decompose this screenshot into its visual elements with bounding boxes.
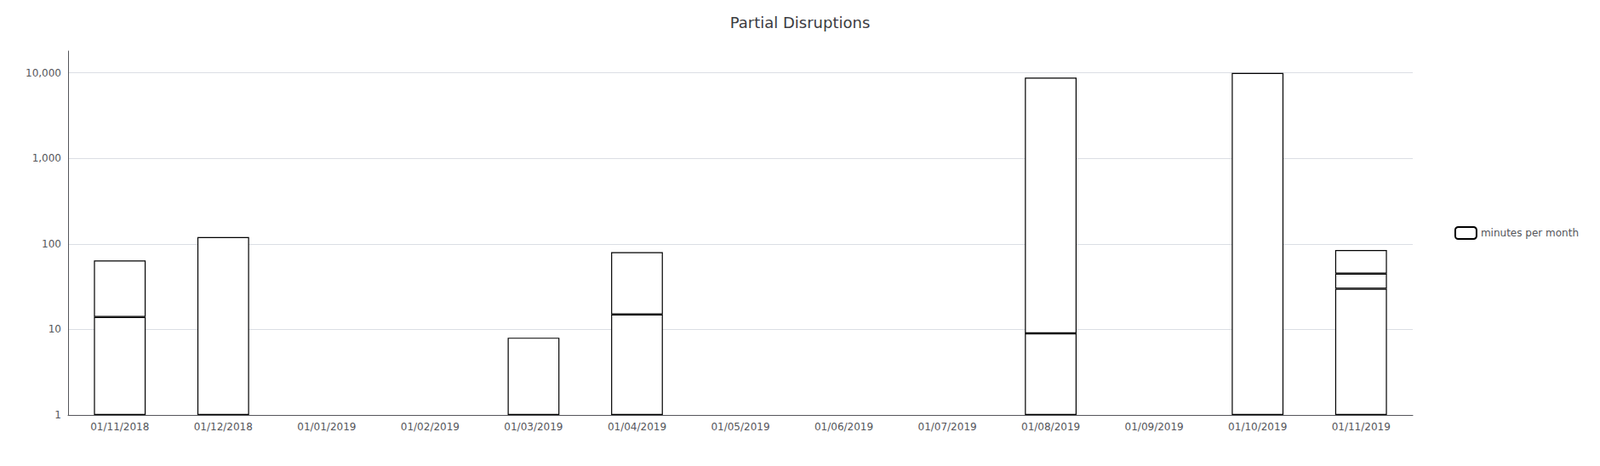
svg-text:01/02/2019: 01/02/2019 — [400, 421, 460, 434]
svg-text:01/03/2019: 01/03/2019 — [503, 421, 563, 434]
svg-text:01/09/2019: 01/09/2019 — [1125, 421, 1184, 434]
svg-text:10,000: 10,000 — [25, 67, 62, 80]
svg-text:01/11/2019: 01/11/2019 — [1331, 421, 1391, 434]
svg-text:100: 100 — [41, 238, 62, 251]
svg-text:01/05/2019: 01/05/2019 — [710, 421, 770, 434]
svg-text:01/01/2019: 01/01/2019 — [297, 421, 356, 434]
svg-text:Partial Disruptions: Partial Disruptions — [730, 13, 871, 32]
svg-text:01/08/2019: 01/08/2019 — [1021, 421, 1080, 434]
svg-text:10: 10 — [48, 323, 62, 336]
svg-text:1: 1 — [54, 409, 62, 422]
svg-text:01/10/2019: 01/10/2019 — [1228, 421, 1287, 434]
svg-text:1,000: 1,000 — [32, 152, 62, 165]
svg-text:minutes per month: minutes per month — [1480, 227, 1579, 240]
svg-text:01/06/2019: 01/06/2019 — [814, 421, 874, 434]
svg-text:01/07/2019: 01/07/2019 — [917, 421, 977, 434]
svg-text:01/12/2018: 01/12/2018 — [194, 421, 253, 434]
svg-text:01/11/2018: 01/11/2018 — [90, 421, 149, 434]
svg-text:01/04/2019: 01/04/2019 — [607, 421, 667, 434]
